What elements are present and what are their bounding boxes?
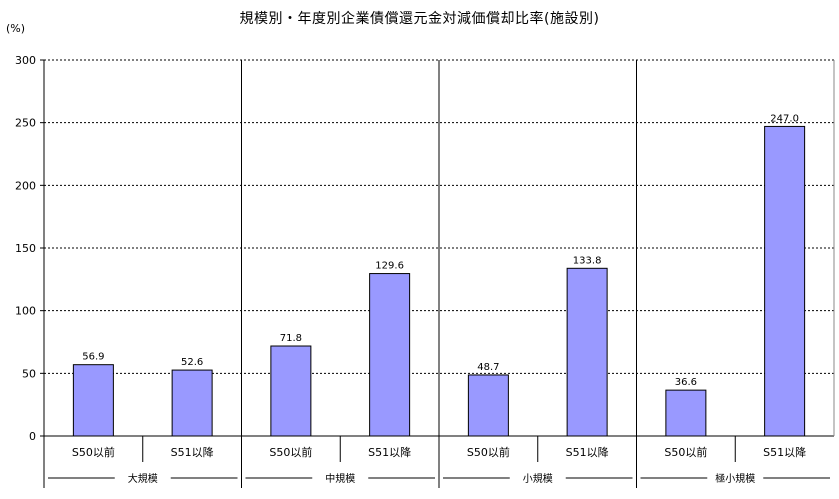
bar [665, 389, 707, 437]
data-label: 36.6 [675, 377, 697, 388]
group-label: 中規模 [325, 472, 355, 485]
category-label: S50以前 [72, 445, 115, 459]
data-label: 56.9 [82, 352, 104, 363]
data-label: 52.6 [181, 357, 203, 368]
y-tick-label: 250 [15, 117, 36, 130]
chart-title: 規模別・年度別企業債償還元金対減価償却比率(施設別) [239, 11, 600, 27]
data-label: 133.8 [573, 255, 602, 266]
y-axis-unit: (%) [6, 22, 26, 35]
data-label: 247.0 [770, 113, 799, 124]
bar [369, 273, 411, 437]
y-tick-label: 0 [29, 430, 36, 443]
y-tick-label: 100 [15, 305, 36, 318]
group-label: 極小規模 [715, 472, 755, 485]
bar [467, 374, 509, 437]
data-label: 71.8 [280, 333, 302, 344]
category-label: S50以前 [664, 445, 707, 459]
y-tick-label: 50 [22, 367, 36, 380]
bar [566, 267, 608, 437]
data-label: 129.6 [375, 261, 404, 272]
bar [171, 369, 213, 437]
bar [270, 345, 312, 437]
category-label: S50以前 [467, 445, 510, 459]
data-label: 48.7 [477, 362, 499, 373]
bar [72, 364, 114, 437]
group-label: 大規模 [128, 472, 158, 485]
group-label: 小規模 [523, 473, 553, 485]
category-label: S51以降 [763, 445, 806, 459]
category-label: S51以降 [368, 445, 411, 459]
bar [764, 125, 806, 437]
category-label: S51以降 [566, 445, 609, 459]
category-label: S50以前 [269, 445, 312, 459]
y-tick-label: 200 [15, 179, 36, 192]
y-tick-label: 300 [15, 54, 36, 67]
category-label: S51以降 [171, 445, 214, 459]
y-tick-label: 150 [15, 242, 36, 255]
